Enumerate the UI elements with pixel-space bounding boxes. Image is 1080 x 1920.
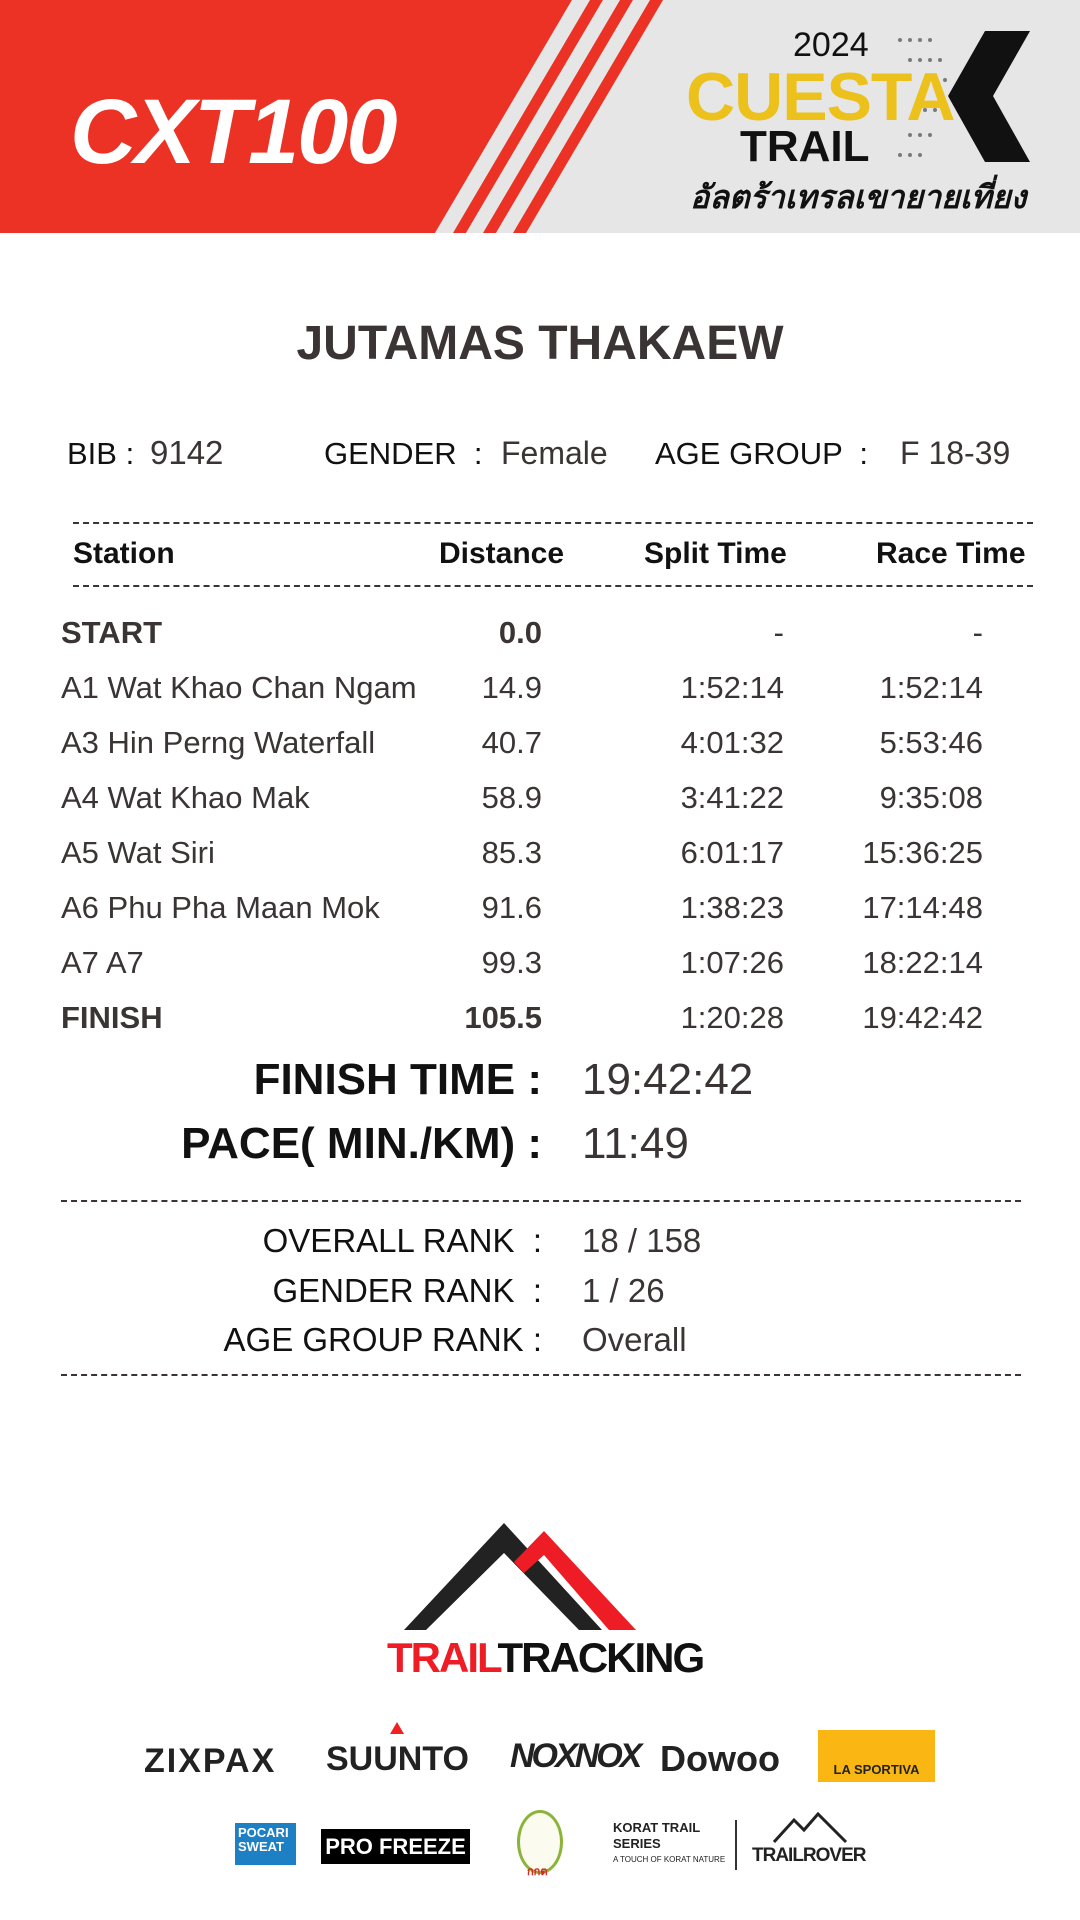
station-cell: START [61, 615, 163, 650]
table-row: A3 Hin Perng Waterfall 40.7 4:01:32 5:53:46 [0, 725, 1080, 765]
sponsor-dowoo: Dowoo [660, 1738, 780, 1779]
station-cell: A7 A7 [61, 945, 144, 980]
race-time-cell: 18:22:14 [862, 945, 983, 980]
divider [73, 585, 1033, 587]
column-race-time: Race Time [876, 537, 1026, 570]
table-row: START 0.0 - - [0, 615, 1080, 655]
gender-label: GENDER : [324, 436, 483, 471]
gender-rank-label: GENDER RANK : [272, 1272, 542, 1309]
race-time-cell: 9:35:08 [879, 780, 983, 815]
station-cell: A1 Wat Khao Chan Ngam [61, 670, 417, 705]
station-cell: FINISH [61, 1000, 163, 1035]
station-cell: A4 Wat Khao Mak [61, 780, 310, 815]
column-distance: Distance [439, 537, 565, 570]
pace-value: 11:49 [582, 1119, 689, 1168]
trailtracking-mountain-icon [404, 1523, 636, 1630]
table-row: A5 Wat Siri 85.3 6:01:17 15:36:25 [0, 835, 1080, 875]
split-time-cell: - [773, 615, 784, 650]
gender-value: Female [501, 435, 608, 471]
sponsor-korat-trail-series: KORAT TRAIL SERIES [613, 1820, 700, 1851]
brand-sub: TRAIL [740, 122, 870, 171]
distance-cell: 105.5 [464, 1000, 542, 1035]
station-cell: A5 Wat Siri [61, 835, 215, 870]
table-row: FINISH 105.5 1:20:28 19:42:42 [0, 1000, 1080, 1040]
distance-cell: 0.0 [498, 615, 542, 650]
banner-stripes [0, 0, 1030, 233]
station-cell: A3 Hin Perng Waterfall [61, 725, 376, 760]
race-time-cell: 19:42:42 [862, 1000, 983, 1035]
finish-time-label: FINISH TIME : [253, 1055, 542, 1104]
race-time-cell: 1:52:14 [879, 670, 983, 705]
distance-cell: 40.7 [481, 725, 542, 760]
sponsor-trailrover: TRAILROVER [752, 1845, 866, 1866]
bib-label: BIB : [67, 436, 135, 471]
split-time-cell: 1:07:26 [680, 945, 784, 980]
trailtracking-logo: TRAILTRACKING [387, 1634, 706, 1682]
pace-label: PACE( MIN./KM) : [181, 1119, 542, 1168]
bib-value: 9142 [150, 434, 224, 471]
distance-cell: 99.3 [481, 945, 542, 980]
split-time-cell: 4:01:32 [680, 725, 784, 760]
runner-name: JUTAMAS THAKAEW [296, 317, 784, 370]
age-group-rank-value: Overall [582, 1321, 687, 1358]
station-cell: A6 Phu Pha Maan Mok [61, 890, 380, 925]
overall-rank-value: 18 / 158 [582, 1222, 702, 1259]
column-station: Station [73, 537, 175, 570]
distance-cell: 58.9 [481, 780, 542, 815]
table-row: A6 Phu Pha Maan Mok 91.6 1:38:23 17:14:48 [0, 890, 1080, 930]
trailrover-mountain-icon [772, 1812, 848, 1844]
table-row: A1 Wat Khao Chan Ngam 14.9 1:52:14 1:52:14 [0, 670, 1080, 710]
sponsor-suunto: SUUNTO [326, 1740, 469, 1778]
sponsor-emblem [517, 1810, 563, 1874]
age-group-rank-label: AGE GROUP RANK : [223, 1321, 542, 1358]
distance-cell: 14.9 [481, 670, 542, 705]
divider [61, 1200, 1021, 1202]
korat-tagline: A TOUCH OF KORAT NATURE [613, 1855, 726, 1864]
column-split-time: Split Time [644, 537, 787, 570]
divider [73, 522, 1033, 524]
brand-year: 2024 [793, 26, 869, 64]
finish-time-value: 19:42:42 [582, 1055, 754, 1104]
race-time-cell: 5:53:46 [879, 725, 983, 760]
split-time-cell: 1:20:28 [680, 1000, 784, 1035]
sponsor-noxnox: NOXNOX [510, 1737, 642, 1775]
logo-tracking: TRACKING [497, 1634, 706, 1681]
race-time-cell: 17:14:48 [862, 890, 983, 925]
table-row: A4 Wat Khao Mak 58.9 3:41:22 9:35:08 [0, 780, 1080, 820]
brand-thai: อัลตร้าเทรลเขายายเที่ยง [690, 179, 1027, 215]
sponsor-separator [735, 1820, 737, 1870]
sponsor-pro-freeze: PRO FREEZE [321, 1829, 470, 1864]
event-banner: CXT100 2024 CUESTA TRAIL อัลตร้าเทรลเขาย… [0, 0, 1080, 233]
brand-name: CUESTA [686, 59, 956, 135]
distance-cell: 91.6 [481, 890, 542, 925]
split-time-cell: 6:01:17 [680, 835, 784, 870]
divider [61, 1374, 1021, 1376]
sponsor-la-sportiva: LA SPORTIVA [818, 1730, 935, 1782]
distance-cell: 85.3 [481, 835, 542, 870]
table-row: A7 A7 99.3 1:07:26 18:22:14 [0, 945, 1080, 985]
cxt100-logo: CXT100 [70, 81, 397, 183]
suunto-triangle-icon [390, 1722, 404, 1734]
sponsor-zixpax: ZIXPAX [144, 1742, 277, 1780]
emblem-caption: กกต [527, 1866, 548, 1878]
sponsor-pocari-sweat: POCARI SWEAT [235, 1823, 296, 1865]
age-group-value: F 18-39 [900, 435, 1011, 471]
split-time-cell: 1:52:14 [680, 670, 784, 705]
age-group-label: AGE GROUP : [655, 436, 869, 471]
gender-rank-value: 1 / 26 [582, 1272, 665, 1309]
race-time-cell: 15:36:25 [862, 835, 983, 870]
race-time-cell: - [972, 615, 983, 650]
split-time-cell: 3:41:22 [680, 780, 784, 815]
overall-rank-label: OVERALL RANK : [262, 1222, 542, 1259]
split-time-cell: 1:38:23 [680, 890, 784, 925]
logo-trail: TRAIL [387, 1634, 500, 1681]
